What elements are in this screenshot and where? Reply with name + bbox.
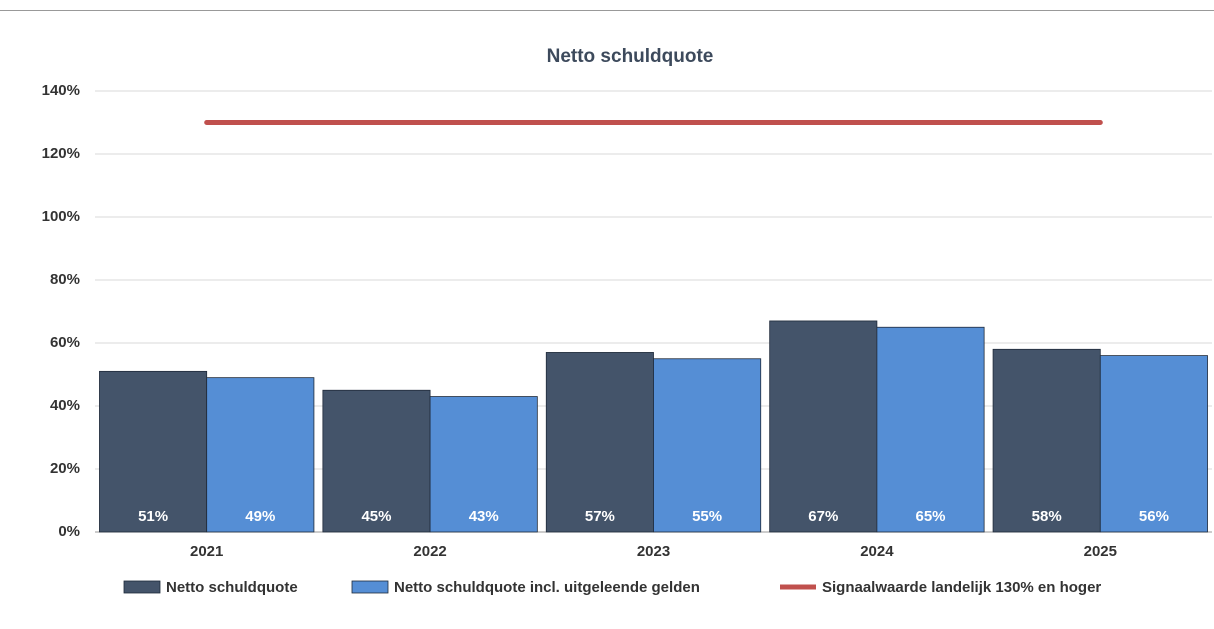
value-label: 56%: [1139, 508, 1169, 525]
bar: [1099, 355, 1208, 533]
y-tick-label: 40%: [50, 397, 80, 414]
x-tick-label: 2021: [190, 543, 223, 560]
value-label: 49%: [245, 508, 275, 525]
value-label: 43%: [469, 508, 499, 525]
bar: [429, 396, 538, 533]
y-tick-label: 120%: [42, 145, 80, 162]
value-label: 58%: [1032, 508, 1062, 525]
bar: [545, 352, 654, 533]
value-label: 45%: [361, 508, 391, 525]
y-tick-label: 100%: [42, 208, 80, 225]
y-tick-label: 60%: [50, 334, 80, 351]
chart-title: Netto schuldquote: [547, 46, 714, 67]
value-label: 57%: [585, 508, 615, 525]
value-label: 55%: [692, 508, 722, 525]
bar: [992, 348, 1101, 533]
x-tick-label: 2023: [637, 543, 670, 560]
x-tick-label: 2022: [413, 543, 446, 560]
bar: [876, 326, 985, 533]
y-tick-label: 80%: [50, 271, 80, 288]
value-label: 65%: [916, 508, 946, 525]
y-tick-label: 20%: [50, 460, 80, 477]
legend-label: Signaalwaarde landelijk 130% en hoger: [822, 579, 1101, 596]
legend-label: Netto schuldquote incl. uitgeleende geld…: [394, 579, 700, 596]
bar: [769, 320, 878, 533]
x-tick-label: 2024: [860, 543, 894, 560]
legend-swatch: [123, 580, 161, 594]
y-tick-label: 140%: [42, 82, 80, 99]
bar: [206, 377, 315, 533]
legend-label: Netto schuldquote: [166, 579, 298, 596]
value-label: 51%: [138, 508, 168, 525]
x-tick-label: 2025: [1084, 543, 1117, 560]
bar: [653, 358, 762, 533]
legend-swatch: [351, 580, 389, 594]
bar: [322, 389, 431, 533]
value-label: 67%: [808, 508, 838, 525]
y-tick-label: 0%: [58, 523, 80, 540]
